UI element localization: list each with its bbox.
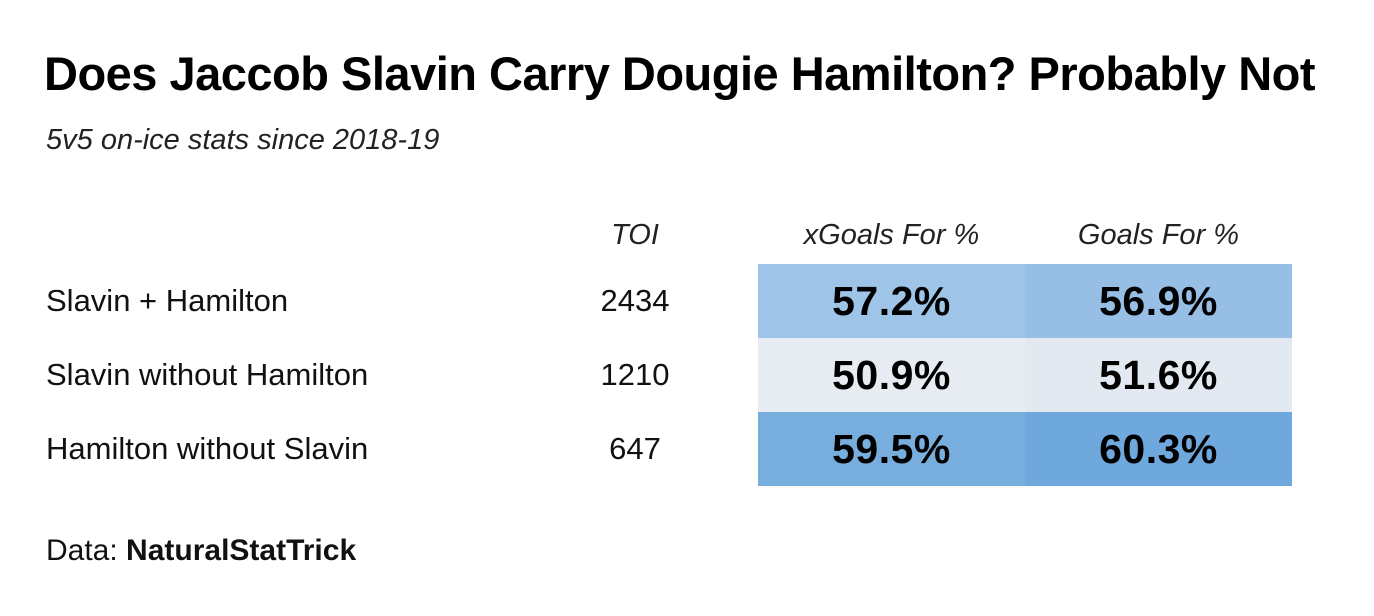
- toi-cell: 1210: [600, 357, 670, 392]
- goals-for-pct-cell: 56.9%: [1025, 264, 1292, 338]
- column-header-goals-for-pct: Goals For %: [1077, 219, 1240, 251]
- toi-cell: 647: [609, 431, 661, 466]
- goals-for-pct-cell: 51.6%: [1025, 338, 1292, 412]
- row-label: Slavin + Hamilton: [46, 283, 289, 318]
- goals-for-pct-cell: 60.3%: [1025, 412, 1292, 486]
- chart-title: Does Jaccob Slavin Carry Dougie Hamilton…: [44, 47, 1316, 100]
- xgoals-for-pct-cell: 59.5%: [758, 412, 1025, 486]
- toi-cell: 2434: [600, 283, 670, 318]
- column-header-toi: TOI: [611, 219, 659, 251]
- xgoals-for-pct-cell: 50.9%: [758, 338, 1025, 412]
- data-source: Data: NaturalStatTrick: [46, 534, 356, 568]
- column-header-xgoals-for-pct: xGoals For %: [803, 219, 980, 251]
- row-label: Hamilton without Slavin: [46, 431, 369, 466]
- xgoals-for-pct-cell: 57.2%: [758, 264, 1025, 338]
- chart-subtitle: 5v5 on-ice stats since 2018-19: [46, 124, 440, 156]
- data-source-prefix: Data:: [46, 534, 127, 567]
- data-source-name: NaturalStatTrick: [126, 534, 357, 567]
- row-label: Slavin without Hamilton: [46, 357, 369, 392]
